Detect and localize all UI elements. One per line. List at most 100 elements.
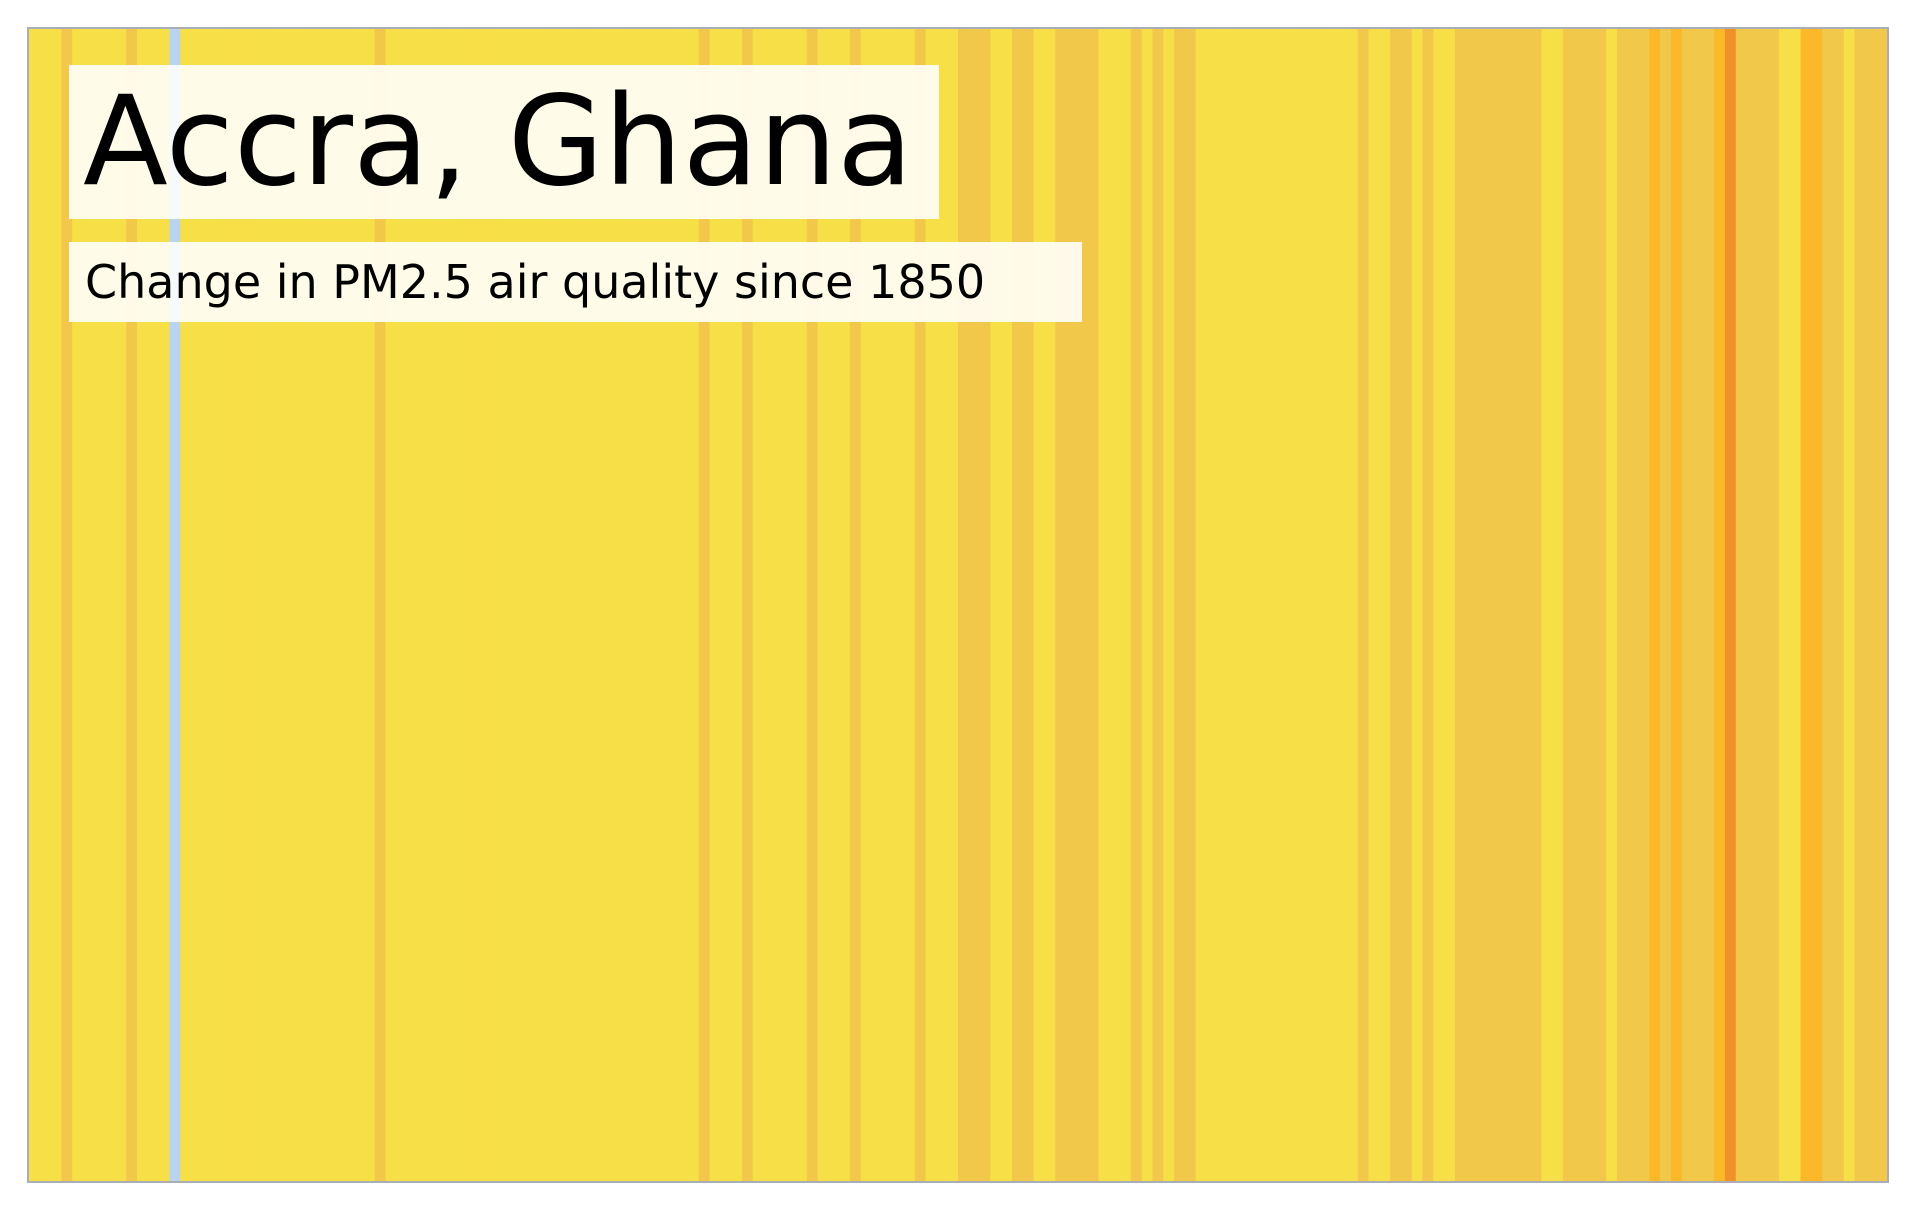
stripe-112 bbox=[1238, 29, 1251, 1181]
stripe-124 bbox=[1368, 29, 1380, 1181]
stripe-5 bbox=[83, 29, 95, 1181]
stripe-69 bbox=[774, 29, 786, 1181]
stripe-98 bbox=[1087, 29, 1100, 1181]
stripe-171 bbox=[1876, 29, 1887, 1181]
stripe-123 bbox=[1357, 29, 1370, 1181]
stripe-153 bbox=[1681, 29, 1694, 1181]
stripe-24 bbox=[288, 29, 300, 1181]
stripe-55 bbox=[623, 29, 635, 1181]
stripe-84 bbox=[936, 29, 948, 1181]
stripe-100 bbox=[1109, 29, 1121, 1181]
stripe-14 bbox=[180, 29, 192, 1181]
stripe-160 bbox=[1757, 29, 1769, 1181]
stripe-156 bbox=[1714, 29, 1726, 1181]
stripe-2 bbox=[50, 29, 63, 1181]
stripe-39 bbox=[450, 29, 462, 1181]
stripe-20 bbox=[245, 29, 257, 1181]
stripe-120 bbox=[1325, 29, 1337, 1181]
title-box: Accra, Ghana bbox=[69, 65, 939, 219]
stripe-99 bbox=[1098, 29, 1110, 1181]
stripe-170 bbox=[1865, 29, 1877, 1181]
stripe-152 bbox=[1670, 29, 1683, 1181]
chart-subtitle: Change in PM2.5 air quality since 1850 bbox=[85, 255, 986, 309]
stripe-73 bbox=[817, 29, 829, 1181]
stripe-8 bbox=[115, 29, 127, 1181]
stripe-149 bbox=[1638, 29, 1650, 1181]
stripe-3 bbox=[61, 29, 73, 1181]
stripe-63 bbox=[709, 29, 721, 1181]
stripe-126 bbox=[1390, 29, 1402, 1181]
stripe-117 bbox=[1292, 29, 1305, 1181]
stripe-97 bbox=[1076, 29, 1089, 1181]
stripe-17 bbox=[212, 29, 225, 1181]
stripe-68 bbox=[763, 29, 775, 1181]
stripe-49 bbox=[558, 29, 570, 1181]
stripe-64 bbox=[720, 29, 732, 1181]
stripe-38 bbox=[439, 29, 451, 1181]
stripe-42 bbox=[482, 29, 495, 1181]
stripe-144 bbox=[1584, 29, 1596, 1181]
stripe-128 bbox=[1411, 29, 1424, 1181]
stripe-59 bbox=[666, 29, 678, 1181]
stripe-109 bbox=[1206, 29, 1218, 1181]
chart-title: Accra, Ghana bbox=[83, 70, 914, 214]
stripe-77 bbox=[860, 29, 873, 1181]
stripe-96 bbox=[1066, 29, 1078, 1181]
stripe-132 bbox=[1454, 29, 1467, 1181]
stripe-89 bbox=[990, 29, 1002, 1181]
stripe-79 bbox=[882, 29, 894, 1181]
stripe-92 bbox=[1022, 29, 1035, 1181]
stripe-1 bbox=[39, 29, 52, 1181]
stripe-48 bbox=[547, 29, 559, 1181]
stripe-11 bbox=[147, 29, 160, 1181]
stripe-141 bbox=[1552, 29, 1564, 1181]
stripe-53 bbox=[601, 29, 613, 1181]
stripe-163 bbox=[1789, 29, 1802, 1181]
stripes-plot-area bbox=[29, 29, 1887, 1181]
stripe-82 bbox=[914, 29, 927, 1181]
stripe-21 bbox=[255, 29, 268, 1181]
stripe-33 bbox=[385, 29, 397, 1181]
stripe-155 bbox=[1703, 29, 1715, 1181]
stripe-52 bbox=[590, 29, 603, 1181]
stripe-16 bbox=[201, 29, 214, 1181]
stripe-147 bbox=[1616, 29, 1629, 1181]
stripe-34 bbox=[396, 29, 408, 1181]
stripe-161 bbox=[1768, 29, 1780, 1181]
stripe-140 bbox=[1541, 29, 1553, 1181]
stripe-106 bbox=[1174, 29, 1186, 1181]
stripe-32 bbox=[374, 29, 387, 1181]
stripe-157 bbox=[1724, 29, 1737, 1181]
stripe-43 bbox=[493, 29, 505, 1181]
stripe-103 bbox=[1141, 29, 1154, 1181]
stripe-35 bbox=[407, 29, 419, 1181]
stripe-119 bbox=[1314, 29, 1326, 1181]
stripe-129 bbox=[1422, 29, 1434, 1181]
stripe-135 bbox=[1487, 29, 1499, 1181]
stripe-36 bbox=[417, 29, 430, 1181]
stripe-165 bbox=[1811, 29, 1823, 1181]
stripe-30 bbox=[353, 29, 365, 1181]
stripe-114 bbox=[1260, 29, 1272, 1181]
stripe-158 bbox=[1735, 29, 1748, 1181]
stripe-146 bbox=[1606, 29, 1618, 1181]
stripe-40 bbox=[461, 29, 473, 1181]
stripe-56 bbox=[633, 29, 646, 1181]
stripe-15 bbox=[191, 29, 203, 1181]
stripe-22 bbox=[266, 29, 279, 1181]
stripe-111 bbox=[1228, 29, 1240, 1181]
stripe-101 bbox=[1120, 29, 1132, 1181]
warming-stripes-chart: Accra, Ghana Change in PM2.5 air quality… bbox=[27, 27, 1889, 1183]
stripe-105 bbox=[1163, 29, 1175, 1181]
stripe-57 bbox=[644, 29, 657, 1181]
stripe-142 bbox=[1562, 29, 1575, 1181]
stripe-134 bbox=[1476, 29, 1488, 1181]
stripe-108 bbox=[1195, 29, 1208, 1181]
stripe-60 bbox=[677, 29, 689, 1181]
stripe-74 bbox=[828, 29, 840, 1181]
stripe-86 bbox=[958, 29, 970, 1181]
stripe-10 bbox=[137, 29, 149, 1181]
stripe-115 bbox=[1271, 29, 1283, 1181]
stripe-87 bbox=[968, 29, 981, 1181]
stripe-113 bbox=[1249, 29, 1262, 1181]
